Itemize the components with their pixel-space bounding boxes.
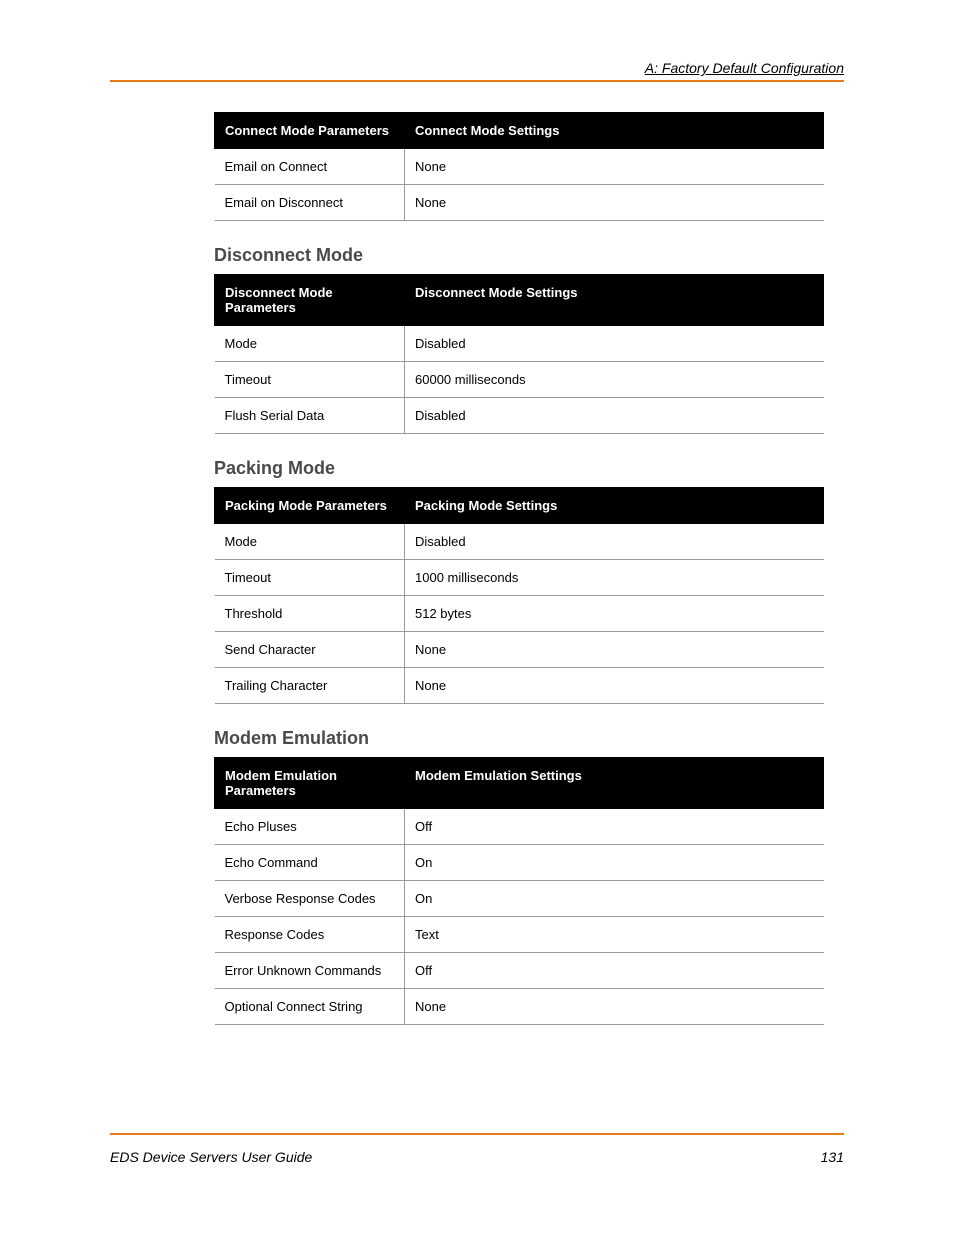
col-header-params: Disconnect Mode Parameters — [215, 275, 405, 326]
value-cell: Off — [405, 809, 824, 845]
param-cell: Response Codes — [215, 917, 405, 953]
disconnect-mode-table: Disconnect Mode Parameters Disconnect Mo… — [214, 274, 824, 434]
value-cell: 512 bytes — [405, 596, 824, 632]
footer-rule — [110, 1133, 844, 1135]
connect-mode-table: Connect Mode Parameters Connect Mode Set… — [214, 112, 824, 221]
col-header-settings: Connect Mode Settings — [405, 113, 824, 149]
param-cell: Email on Connect — [215, 149, 405, 185]
param-cell: Timeout — [215, 560, 405, 596]
value-cell: Disabled — [405, 398, 824, 434]
document-page: A: Factory Default Configuration Connect… — [0, 0, 954, 1235]
value-cell: None — [405, 149, 824, 185]
col-header-params: Packing Mode Parameters — [215, 488, 405, 524]
page-header-title: A: Factory Default Configuration — [110, 60, 844, 80]
param-cell: Threshold — [215, 596, 405, 632]
table-header-row: Packing Mode Parameters Packing Mode Set… — [215, 488, 824, 524]
param-cell: Mode — [215, 326, 405, 362]
table-row: Flush Serial Data Disabled — [215, 398, 824, 434]
table-row: Email on Disconnect None — [215, 185, 824, 221]
col-header-params: Connect Mode Parameters — [215, 113, 405, 149]
value-cell: None — [405, 989, 824, 1025]
value-cell: 1000 milliseconds — [405, 560, 824, 596]
value-cell: Text — [405, 917, 824, 953]
value-cell: None — [405, 668, 824, 704]
table-row: Mode Disabled — [215, 524, 824, 560]
table-header-row: Disconnect Mode Parameters Disconnect Mo… — [215, 275, 824, 326]
footer-page-number: 131 — [821, 1149, 844, 1165]
col-header-settings: Disconnect Mode Settings — [405, 275, 824, 326]
footer-guide-title: EDS Device Servers User Guide — [110, 1149, 312, 1165]
value-cell: None — [405, 632, 824, 668]
table-row: Email on Connect None — [215, 149, 824, 185]
modem-emulation-table: Modem Emulation Parameters Modem Emulati… — [214, 757, 824, 1025]
col-header-settings: Modem Emulation Settings — [405, 758, 824, 809]
param-cell: Error Unknown Commands — [215, 953, 405, 989]
value-cell: On — [405, 881, 824, 917]
param-cell: Send Character — [215, 632, 405, 668]
param-cell: Flush Serial Data — [215, 398, 405, 434]
value-cell: 60000 milliseconds — [405, 362, 824, 398]
table-row: Verbose Response Codes On — [215, 881, 824, 917]
value-cell: Disabled — [405, 524, 824, 560]
param-cell: Optional Connect String — [215, 989, 405, 1025]
col-header-settings: Packing Mode Settings — [405, 488, 824, 524]
param-cell: Trailing Character — [215, 668, 405, 704]
table-row: Echo Command On — [215, 845, 824, 881]
table-row: Optional Connect String None — [215, 989, 824, 1025]
table-row: Response Codes Text — [215, 917, 824, 953]
param-cell: Mode — [215, 524, 405, 560]
col-header-params: Modem Emulation Parameters — [215, 758, 405, 809]
param-cell: Timeout — [215, 362, 405, 398]
packing-mode-table: Packing Mode Parameters Packing Mode Set… — [214, 487, 824, 704]
table-row: Echo Pluses Off — [215, 809, 824, 845]
table-row: Threshold 512 bytes — [215, 596, 824, 632]
param-cell: Echo Pluses — [215, 809, 405, 845]
param-cell: Echo Command — [215, 845, 405, 881]
table-row: Trailing Character None — [215, 668, 824, 704]
table-header-row: Connect Mode Parameters Connect Mode Set… — [215, 113, 824, 149]
table-row: Timeout 60000 milliseconds — [215, 362, 824, 398]
param-cell: Email on Disconnect — [215, 185, 405, 221]
table-row: Send Character None — [215, 632, 824, 668]
header-rule — [110, 80, 844, 82]
value-cell: On — [405, 845, 824, 881]
section-title-packing-mode: Packing Mode — [214, 458, 844, 479]
table-row: Mode Disabled — [215, 326, 824, 362]
value-cell: Disabled — [405, 326, 824, 362]
value-cell: Off — [405, 953, 824, 989]
table-row: Error Unknown Commands Off — [215, 953, 824, 989]
value-cell: None — [405, 185, 824, 221]
param-cell: Verbose Response Codes — [215, 881, 405, 917]
page-footer: EDS Device Servers User Guide 131 — [110, 1149, 844, 1165]
table-row: Timeout 1000 milliseconds — [215, 560, 824, 596]
table-header-row: Modem Emulation Parameters Modem Emulati… — [215, 758, 824, 809]
section-title-disconnect-mode: Disconnect Mode — [214, 245, 844, 266]
section-title-modem-emulation: Modem Emulation — [214, 728, 844, 749]
